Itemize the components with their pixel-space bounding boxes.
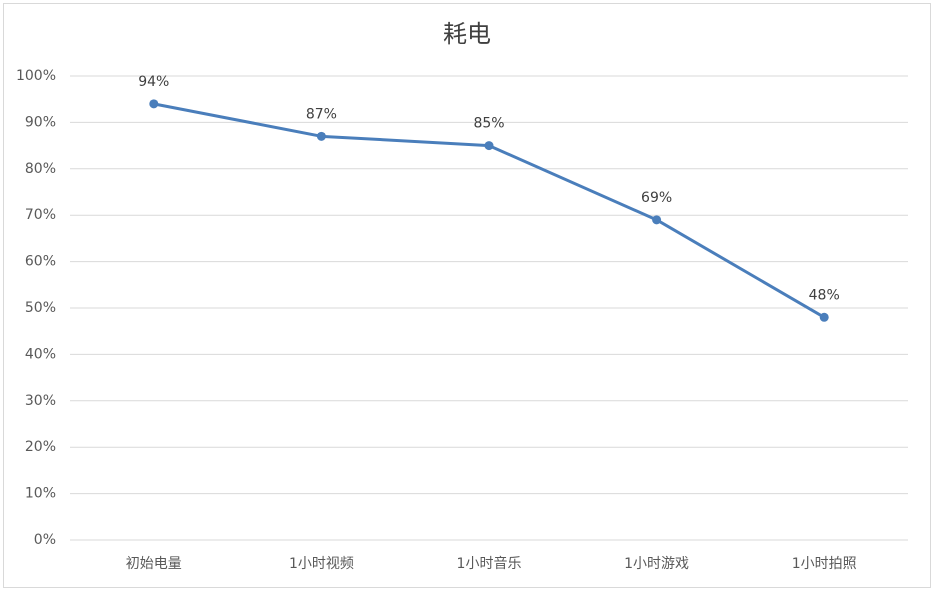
x-tick-label: 1小时音乐 [457,555,522,572]
value-label: 87% [306,106,337,122]
value-label: 85% [473,116,504,132]
marker [819,312,829,322]
y-tick-label: 80% [25,161,56,177]
y-tick-label: 60% [25,254,56,270]
value-label: 69% [641,190,672,206]
y-tick-label: 50% [25,300,56,316]
chart-border [3,3,931,588]
y-tick-label: 30% [25,393,56,409]
x-tick-label: 初始电量 [126,555,182,572]
y-tick-label: 90% [25,114,56,130]
y-tick-label: 40% [25,346,56,362]
marker [484,141,494,151]
marker [652,215,662,225]
value-label: 94% [138,74,169,90]
y-tick-label: 10% [25,486,56,502]
marker [149,99,159,109]
x-tick-label: 1小时视频 [289,556,354,572]
value-label: 48% [809,287,840,303]
x-tick-label: 1小时拍照 [792,556,857,572]
y-tick-label: 70% [25,207,56,223]
x-tick-label: 1小时游戏 [624,556,689,572]
marker [316,131,326,141]
y-tick-label: 100% [16,68,56,84]
y-tick-label: 20% [25,439,56,455]
chart-title: 耗电 [443,20,491,48]
y-tick-label: 0% [34,532,56,548]
